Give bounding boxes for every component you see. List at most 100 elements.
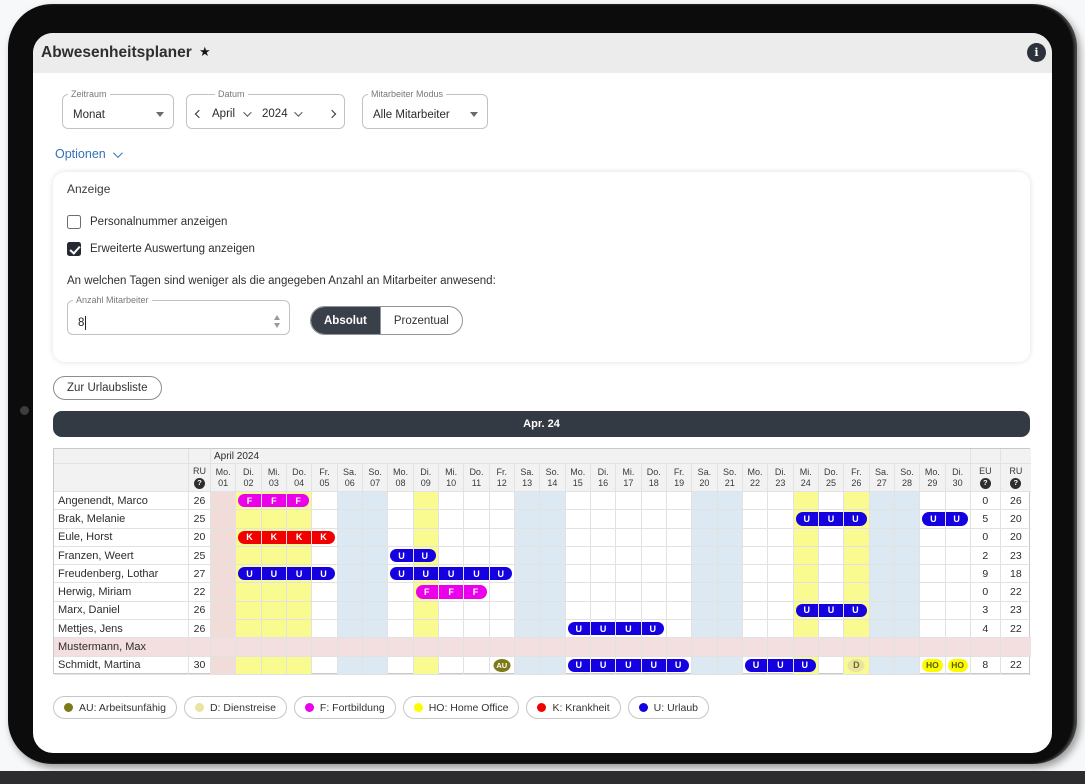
day-cell[interactable] <box>894 601 921 621</box>
day-cell[interactable] <box>742 492 769 511</box>
day-cell[interactable] <box>388 601 414 621</box>
day-cell[interactable]: U <box>590 656 617 675</box>
absence-marker-U[interactable]: U <box>641 658 666 672</box>
day-cell[interactable] <box>869 583 895 602</box>
day-cell[interactable] <box>666 528 693 547</box>
day-cell[interactable] <box>211 656 237 675</box>
day-cell[interactable] <box>641 546 667 566</box>
day-cell[interactable] <box>540 546 566 566</box>
day-cell[interactable] <box>818 528 845 547</box>
day-cell[interactable] <box>565 601 591 621</box>
day-cell[interactable] <box>616 565 642 584</box>
absence-marker-HO[interactable]: HO <box>947 658 968 672</box>
day-cell[interactable] <box>514 620 541 639</box>
day-cell[interactable] <box>717 620 743 639</box>
day-cell[interactable] <box>869 565 895 584</box>
day-cell[interactable] <box>211 583 237 602</box>
day-cell[interactable] <box>616 601 642 621</box>
day-cell[interactable] <box>413 656 439 675</box>
day-cell[interactable] <box>945 492 971 511</box>
help-icon[interactable]: ? <box>979 477 991 489</box>
day-cell[interactable] <box>489 583 515 602</box>
day-cell[interactable]: U <box>844 601 870 621</box>
day-cell[interactable] <box>211 492 237 511</box>
day-cell[interactable] <box>362 565 389 584</box>
day-cell[interactable] <box>666 565 693 584</box>
day-cell[interactable] <box>464 528 490 547</box>
month-select[interactable]: April <box>212 107 236 120</box>
day-cell[interactable] <box>666 546 693 566</box>
day-cell[interactable] <box>768 565 794 584</box>
day-cell[interactable] <box>869 601 895 621</box>
absence-marker-K[interactable]: K <box>261 530 286 544</box>
day-cell[interactable] <box>286 583 313 602</box>
day-cell[interactable] <box>869 638 895 657</box>
day-cell[interactable] <box>540 565 566 584</box>
day-cell[interactable] <box>590 546 617 566</box>
day-cell[interactable] <box>869 492 895 511</box>
day-cell[interactable] <box>413 510 439 529</box>
day-cell[interactable]: U <box>413 546 439 566</box>
day-cell[interactable] <box>692 583 718 602</box>
day-cell[interactable] <box>565 510 591 529</box>
day-cell[interactable] <box>312 656 338 675</box>
day-cell[interactable]: K <box>236 528 262 547</box>
day-cell[interactable] <box>666 583 693 602</box>
day-cell[interactable]: U <box>945 510 971 529</box>
day-cell[interactable] <box>413 528 439 547</box>
day-cell[interactable] <box>261 546 287 566</box>
day-cell[interactable] <box>261 638 287 657</box>
day-cell[interactable] <box>894 565 921 584</box>
absence-marker-U[interactable]: U <box>286 567 312 581</box>
day-cell[interactable] <box>464 638 490 657</box>
day-cell[interactable]: K <box>261 528 287 547</box>
day-cell[interactable]: U <box>388 565 414 584</box>
day-cell[interactable] <box>211 601 237 621</box>
day-cell[interactable] <box>489 546 515 566</box>
day-cell[interactable] <box>869 510 895 529</box>
day-cell[interactable]: F <box>286 492 313 511</box>
day-cell[interactable] <box>362 583 389 602</box>
day-cell[interactable] <box>312 638 338 657</box>
day-cell[interactable] <box>920 638 946 657</box>
day-cell[interactable] <box>641 492 667 511</box>
day-cell[interactable] <box>388 620 414 639</box>
day-cell[interactable] <box>286 546 313 566</box>
day-cell[interactable] <box>540 601 566 621</box>
absence-marker-U[interactable]: U <box>818 512 844 526</box>
day-cell[interactable] <box>717 510 743 529</box>
day-cell[interactable] <box>464 656 490 675</box>
day-cell[interactable]: U <box>565 656 591 675</box>
day-cell[interactable] <box>388 528 414 547</box>
day-cell[interactable]: U <box>413 565 439 584</box>
day-cell[interactable] <box>388 656 414 675</box>
day-cell[interactable]: U <box>844 510 870 529</box>
absence-marker-K[interactable]: K <box>238 530 261 544</box>
day-cell[interactable]: U <box>261 565 287 584</box>
absence-marker-U[interactable]: U <box>413 567 438 581</box>
day-cell[interactable] <box>616 510 642 529</box>
day-cell[interactable] <box>388 492 414 511</box>
day-cell[interactable] <box>692 492 718 511</box>
absence-marker-U[interactable]: U <box>261 567 286 581</box>
day-cell[interactable] <box>768 583 794 602</box>
day-cell[interactable] <box>489 528 515 547</box>
absence-marker-U[interactable]: U <box>590 622 616 636</box>
absence-marker-K[interactable]: K <box>312 530 335 544</box>
day-cell[interactable] <box>337 546 363 566</box>
day-cell[interactable] <box>438 546 465 566</box>
day-cell[interactable] <box>742 528 769 547</box>
absence-marker-K[interactable]: K <box>286 530 312 544</box>
day-cell[interactable]: D <box>844 656 870 675</box>
day-cell[interactable] <box>717 528 743 547</box>
day-cell[interactable] <box>793 620 819 639</box>
day-cell[interactable] <box>362 546 389 566</box>
day-cell[interactable] <box>616 492 642 511</box>
day-cell[interactable] <box>413 601 439 621</box>
day-cell[interactable]: F <box>464 583 490 602</box>
absence-marker-F[interactable]: F <box>261 494 286 508</box>
day-cell[interactable] <box>337 583 363 602</box>
day-cell[interactable] <box>565 528 591 547</box>
day-cell[interactable] <box>616 583 642 602</box>
day-cell[interactable]: U <box>641 620 667 639</box>
